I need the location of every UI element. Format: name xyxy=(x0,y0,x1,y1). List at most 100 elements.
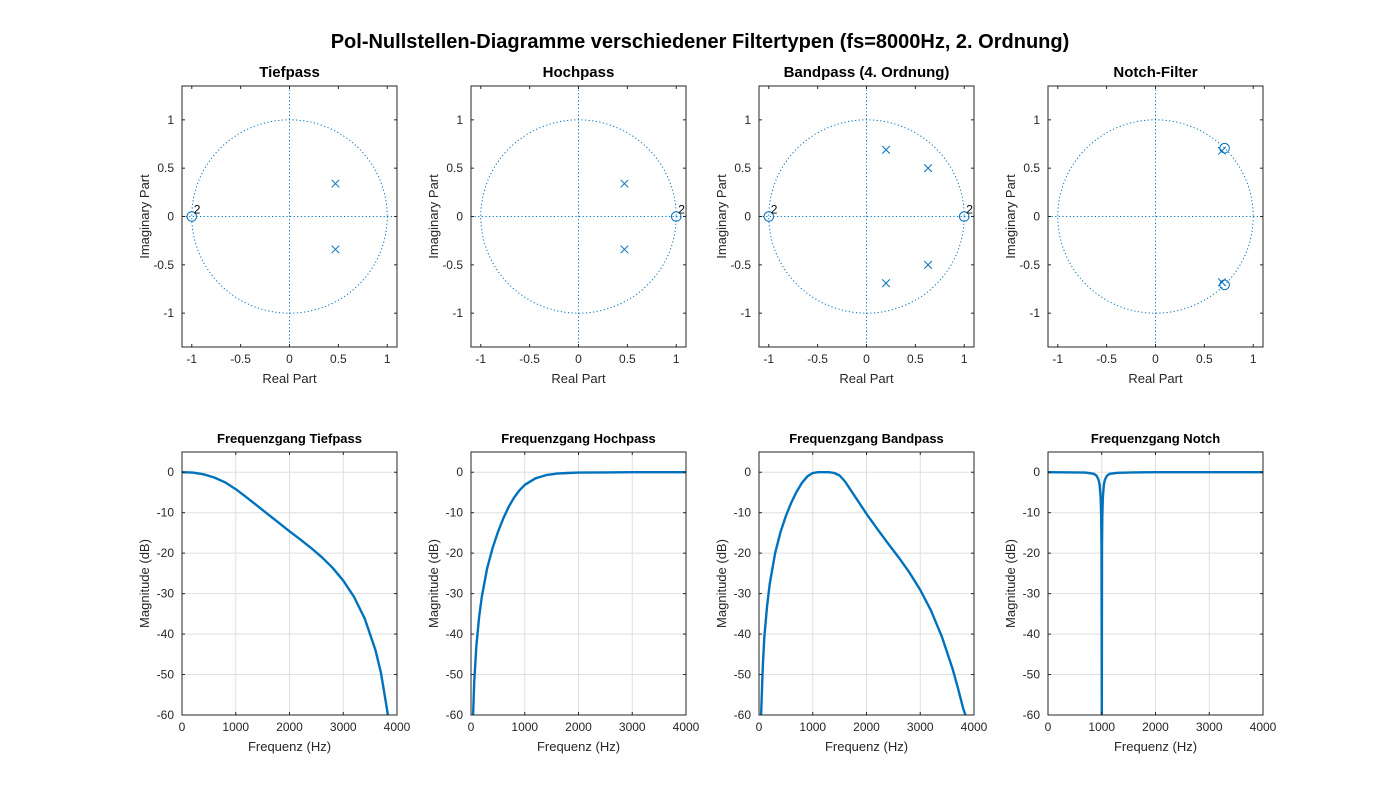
y-axis-label: Imaginary Part xyxy=(137,174,152,259)
pole-marker xyxy=(923,260,933,269)
y-axis-label: Imaginary Part xyxy=(426,174,441,259)
y-tick-label: -20 xyxy=(1023,546,1041,560)
x-tick-label: 2000 xyxy=(1142,720,1169,734)
y-tick-label: -30 xyxy=(157,587,175,601)
y-tick-label: 1 xyxy=(1033,113,1040,127)
y-tick-label: -0.5 xyxy=(153,258,174,272)
subplot-title: Hochpass xyxy=(543,64,615,81)
x-axis-label: Frequenz (Hz) xyxy=(825,739,908,754)
x-tick-label: 3000 xyxy=(619,720,646,734)
subplot-2: 2 -1 -0.5 0 0.5 1 -1 -0.5 0 0.5 1 Hochpass Real Part… xyxy=(426,64,687,386)
zero-multiplicity: 2 xyxy=(194,203,201,217)
zero-marker xyxy=(670,211,682,222)
zero-marker xyxy=(763,211,775,222)
subplot-title: Frequenzgang Bandpass xyxy=(789,431,944,446)
x-tick-label: 3000 xyxy=(330,720,357,734)
magnitude-line xyxy=(182,471,390,715)
y-tick-label: -40 xyxy=(734,627,752,641)
pole-marker xyxy=(1217,146,1227,155)
zero-marker xyxy=(186,211,198,222)
subplot-1: 2 -1 -0.5 0 0.5 1 -1 -0.5 0 0.5 1 Tiefpass Real Part… xyxy=(137,64,398,386)
subplot-6: 0 1000 2000 3000 4000 0 -10 -20 -30 -40 -50 -60 Freq… xyxy=(426,431,700,754)
magnitude-line xyxy=(471,471,686,715)
plot-content xyxy=(759,471,967,715)
x-axis-label: Real Part xyxy=(262,371,317,386)
y-tick-label: -10 xyxy=(446,506,464,520)
y-tick-label: -50 xyxy=(446,668,464,682)
x-tick-label: 1000 xyxy=(222,720,249,734)
x-tick-label: 0 xyxy=(1152,352,1159,366)
x-tick-label: 4000 xyxy=(961,720,988,734)
x-tick-label: 1 xyxy=(961,352,968,366)
plot-content xyxy=(471,471,686,715)
y-tick-label: -20 xyxy=(734,546,752,560)
y-axis-label: Magnitude (dB) xyxy=(714,539,729,628)
y-tick-label: -30 xyxy=(446,587,464,601)
zero-marker xyxy=(958,211,970,222)
y-axis-label: Magnitude (dB) xyxy=(137,539,152,628)
pole-marker xyxy=(620,245,629,254)
subplot-title: Tiefpass xyxy=(259,64,320,81)
y-tick-label: -20 xyxy=(157,546,175,560)
y-tick-label: 0 xyxy=(1033,465,1040,479)
y-tick-label: 0 xyxy=(456,210,463,224)
x-tick-label: 2000 xyxy=(853,720,880,734)
y-tick-label: 1 xyxy=(167,113,174,127)
y-axis-label: Magnitude (dB) xyxy=(426,539,441,628)
y-axis-label: Magnitude (dB) xyxy=(1003,539,1018,628)
x-axis-label: Real Part xyxy=(1128,371,1183,386)
x-axis-label: Real Part xyxy=(551,371,606,386)
unit-circle xyxy=(191,119,388,314)
x-tick-label: 1000 xyxy=(1088,720,1115,734)
pole-marker xyxy=(881,145,891,154)
y-tick-label: -10 xyxy=(734,506,752,520)
x-tick-label: 1 xyxy=(1250,352,1257,366)
y-tick-label: -1 xyxy=(163,306,174,320)
y-tick-label: -0.5 xyxy=(442,258,463,272)
y-tick-label: 0.5 xyxy=(1023,161,1040,175)
x-tick-label: 2000 xyxy=(276,720,303,734)
subplot-5: 0 1000 2000 3000 4000 0 -10 -20 -30 -40 -50 -60 Freq… xyxy=(137,431,411,754)
y-tick-label: -50 xyxy=(157,668,175,682)
x-tick-label: 1 xyxy=(384,352,391,366)
subplot-grid: 2 -1 -0.5 0 0.5 1 -1 -0.5 0 0.5 1 Tiefpass Real Part… xyxy=(137,64,1277,754)
x-axis-label: Frequenz (Hz) xyxy=(248,739,331,754)
y-tick-label: -1 xyxy=(452,306,463,320)
pole-marker xyxy=(620,179,629,188)
zero-multiplicity: 2 xyxy=(771,203,778,217)
zero-multiplicity: 2 xyxy=(966,203,973,217)
unit-circle xyxy=(1057,119,1254,314)
y-tick-label: 0 xyxy=(744,210,751,224)
pole-marker xyxy=(923,164,933,173)
plot-content xyxy=(1048,86,1263,347)
subplot-3: 2 2 -1 -0.5 0 0.5 1 -1 -0.5 0 0.5 1 Bandpass (4. Ord… xyxy=(714,64,975,386)
pole-marker xyxy=(331,245,340,254)
x-tick-label: 0.5 xyxy=(619,352,636,366)
y-tick-label: 0 xyxy=(456,465,463,479)
subplot-7: 0 1000 2000 3000 4000 0 -10 -20 -30 -40 -50 -60 Freq… xyxy=(714,431,988,754)
plot-content xyxy=(182,471,390,715)
y-tick-label: -1 xyxy=(740,306,751,320)
pole-marker xyxy=(881,279,891,288)
x-tick-label: 1000 xyxy=(799,720,826,734)
y-tick-label: 0 xyxy=(744,465,751,479)
subplot-4: -1 -0.5 0 0.5 1 -1 -0.5 0 0.5 1 Notch-Filter Real P… xyxy=(1003,64,1264,386)
y-tick-label: 1 xyxy=(456,113,463,127)
y-tick-label: -1 xyxy=(1029,306,1040,320)
y-tick-label: 0.5 xyxy=(734,161,751,175)
y-tick-label: -60 xyxy=(734,708,752,722)
y-tick-label: -40 xyxy=(1023,627,1041,641)
x-tick-label: 0.5 xyxy=(1196,352,1213,366)
x-tick-label: -1 xyxy=(475,352,486,366)
pole-marker xyxy=(1217,278,1227,287)
y-tick-label: -0.5 xyxy=(1019,258,1040,272)
y-tick-label: 1 xyxy=(744,113,751,127)
y-tick-label: -50 xyxy=(734,668,752,682)
plot-content xyxy=(1048,471,1263,715)
x-tick-label: 0.5 xyxy=(907,352,924,366)
y-axis-label: Imaginary Part xyxy=(1003,174,1018,259)
y-tick-label: -60 xyxy=(1023,708,1041,722)
y-tick-label: -60 xyxy=(446,708,464,722)
x-tick-label: 0 xyxy=(1045,720,1052,734)
